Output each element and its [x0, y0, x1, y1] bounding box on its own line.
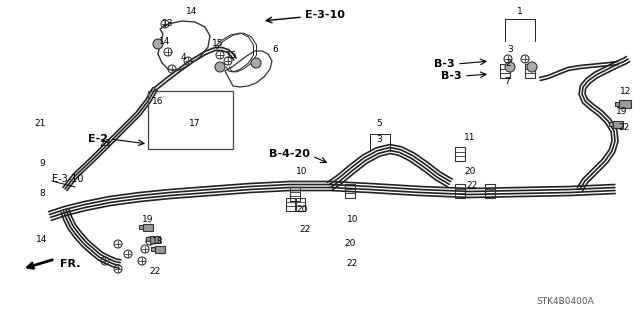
Text: 19: 19 — [616, 107, 628, 115]
Text: 8: 8 — [39, 189, 45, 198]
Bar — [296, 197, 305, 211]
Bar — [619, 100, 631, 108]
Text: 3: 3 — [376, 135, 382, 144]
Circle shape — [505, 62, 515, 72]
Text: 3: 3 — [507, 44, 513, 54]
Text: B-4-20: B-4-20 — [269, 149, 310, 159]
Bar — [143, 224, 153, 231]
Text: 15: 15 — [227, 50, 237, 60]
Circle shape — [251, 58, 261, 68]
Bar — [525, 69, 535, 73]
Text: 15: 15 — [212, 39, 224, 48]
Text: 6: 6 — [272, 44, 278, 54]
Text: 1: 1 — [517, 6, 523, 16]
Bar — [151, 247, 155, 251]
Bar — [290, 192, 300, 196]
Text: 11: 11 — [464, 132, 476, 142]
Bar — [500, 64, 510, 78]
Text: 22: 22 — [467, 181, 477, 189]
Text: 9: 9 — [39, 160, 45, 168]
Bar — [455, 184, 465, 198]
Text: 18: 18 — [152, 236, 164, 246]
Bar — [345, 189, 355, 193]
Bar — [345, 184, 355, 198]
Text: 10: 10 — [296, 167, 308, 175]
Text: 20: 20 — [464, 167, 476, 175]
Text: 23: 23 — [99, 139, 111, 149]
Text: FR.: FR. — [60, 259, 81, 269]
Bar — [146, 237, 150, 241]
Text: 17: 17 — [189, 120, 201, 129]
Text: 10: 10 — [348, 214, 359, 224]
Bar — [290, 187, 300, 201]
Bar — [613, 121, 623, 128]
Text: E-3-10: E-3-10 — [52, 174, 83, 184]
Bar — [285, 202, 294, 206]
Text: 4: 4 — [180, 53, 186, 62]
Bar — [455, 189, 465, 193]
Bar — [455, 147, 465, 161]
Text: E-2: E-2 — [88, 134, 108, 144]
Text: 20: 20 — [344, 240, 356, 249]
Text: 14: 14 — [159, 36, 171, 46]
Circle shape — [153, 39, 163, 49]
Bar — [609, 122, 613, 126]
Text: 19: 19 — [142, 214, 154, 224]
Text: 5: 5 — [376, 118, 382, 128]
Circle shape — [527, 62, 537, 72]
Text: 12: 12 — [620, 86, 632, 95]
Text: 7: 7 — [504, 77, 510, 85]
Bar — [155, 246, 165, 253]
Circle shape — [215, 62, 225, 72]
Text: 21: 21 — [35, 120, 45, 129]
Text: STK4B0400A: STK4B0400A — [536, 296, 594, 306]
Text: 22: 22 — [149, 266, 161, 276]
Text: 13: 13 — [163, 19, 173, 27]
Text: 2: 2 — [505, 60, 511, 69]
Text: 16: 16 — [152, 97, 164, 106]
Text: 22: 22 — [346, 259, 358, 269]
Bar — [485, 184, 495, 198]
Bar — [150, 235, 160, 242]
Bar — [148, 91, 233, 149]
Text: 14: 14 — [186, 6, 198, 16]
Bar — [285, 197, 294, 211]
Text: E-3-10: E-3-10 — [305, 10, 345, 20]
Bar — [500, 69, 510, 73]
Bar — [485, 189, 495, 193]
Bar — [139, 225, 143, 229]
Bar — [525, 64, 535, 78]
Text: 20: 20 — [296, 204, 308, 213]
Bar — [296, 202, 305, 206]
Bar — [615, 102, 619, 106]
Text: B-3: B-3 — [442, 71, 462, 81]
Text: 22: 22 — [300, 225, 310, 234]
Text: 22: 22 — [618, 122, 630, 131]
Bar — [455, 152, 465, 156]
Text: B-3: B-3 — [435, 59, 455, 69]
Text: 14: 14 — [36, 234, 48, 243]
